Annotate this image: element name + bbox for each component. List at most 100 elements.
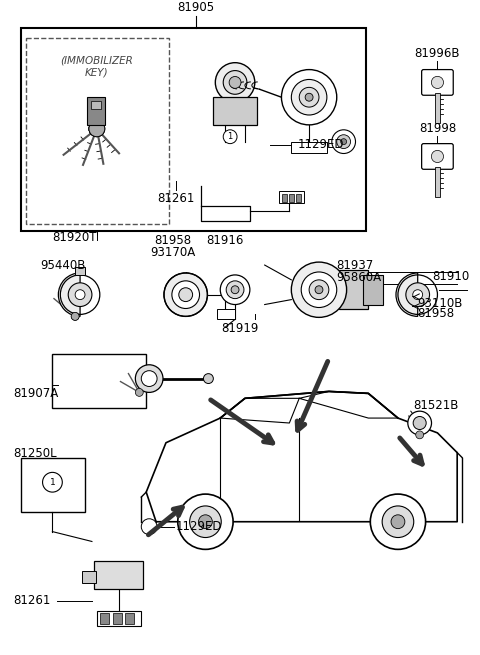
Circle shape [432,151,444,162]
Circle shape [179,288,192,301]
Circle shape [391,515,405,529]
Bar [52,354,146,408]
Text: 95860A: 95860A [336,271,381,284]
Text: 81905: 81905 [177,1,214,14]
Bar [363,275,383,305]
Wedge shape [59,273,80,316]
Circle shape [199,515,212,529]
Bar [125,612,134,624]
Text: 81261: 81261 [13,594,50,607]
Circle shape [406,283,430,307]
Circle shape [75,290,85,299]
Circle shape [370,494,426,550]
Text: 81937: 81937 [336,259,373,272]
Bar [26,38,169,223]
Bar [91,101,101,109]
Circle shape [71,312,79,320]
Bar [279,191,304,203]
Bar [94,561,143,589]
Circle shape [231,286,239,293]
Circle shape [223,71,247,94]
Text: 81920T: 81920T [52,231,97,244]
Text: 81916: 81916 [206,234,244,248]
Circle shape [68,283,92,307]
Text: 81996B: 81996B [415,47,460,60]
Text: 1129ED: 1129ED [297,138,344,151]
Bar [75,267,85,275]
Bar [213,97,257,125]
Circle shape [301,272,337,307]
FancyBboxPatch shape [421,143,453,169]
Bar [282,194,288,202]
Bar [339,270,368,309]
Bar [291,141,327,153]
Text: 81910: 81910 [432,270,469,283]
Circle shape [89,121,105,137]
Text: 81907A: 81907A [13,387,58,400]
Text: 81250L: 81250L [13,447,57,460]
Circle shape [299,87,319,107]
Circle shape [141,371,157,386]
Circle shape [135,365,163,392]
Text: 81261: 81261 [157,192,194,205]
Circle shape [291,262,347,318]
Text: 93170A: 93170A [150,246,195,259]
Bar [21,458,85,512]
Circle shape [223,130,237,143]
Circle shape [229,77,241,88]
Bar [217,309,235,320]
Circle shape [408,411,432,435]
Bar [296,194,301,202]
Bar [435,93,440,123]
Circle shape [309,280,329,299]
Circle shape [190,506,221,538]
Text: KEY): KEY) [85,67,108,77]
Text: 95440B: 95440B [41,259,86,272]
Circle shape [226,281,244,299]
Bar [100,612,108,624]
Wedge shape [396,273,418,316]
Circle shape [89,121,105,137]
Bar [97,610,141,626]
Text: 1129ED: 1129ED [176,520,222,533]
Circle shape [332,130,356,153]
Bar [113,612,121,624]
Circle shape [204,373,213,384]
Circle shape [382,506,414,538]
Circle shape [432,77,444,88]
Circle shape [178,494,233,550]
Bar [435,167,440,197]
Circle shape [172,281,200,309]
Circle shape [43,472,62,492]
Text: 1: 1 [49,477,55,487]
Circle shape [164,273,207,316]
Circle shape [220,275,250,305]
Text: 1: 1 [228,132,233,141]
Circle shape [281,69,337,125]
Text: 81998: 81998 [419,122,456,135]
Circle shape [89,121,105,137]
Circle shape [89,121,105,137]
Circle shape [71,312,79,320]
Circle shape [141,519,157,534]
Text: 81958: 81958 [418,307,455,320]
Text: 81919: 81919 [221,322,259,335]
Circle shape [416,431,424,439]
Circle shape [315,286,323,293]
Text: (IMMOBILIZER: (IMMOBILIZER [60,56,133,66]
Circle shape [413,417,426,430]
Bar [289,194,294,202]
Bar [87,97,105,125]
Text: 81958: 81958 [154,234,192,248]
FancyBboxPatch shape [421,69,453,95]
Bar [21,28,366,231]
Circle shape [413,290,422,299]
Circle shape [305,93,313,101]
Text: 93110B: 93110B [418,297,463,310]
Circle shape [135,388,143,396]
Circle shape [337,135,350,149]
Circle shape [291,79,327,115]
Bar [82,571,96,583]
Circle shape [341,139,347,145]
Circle shape [216,63,255,102]
